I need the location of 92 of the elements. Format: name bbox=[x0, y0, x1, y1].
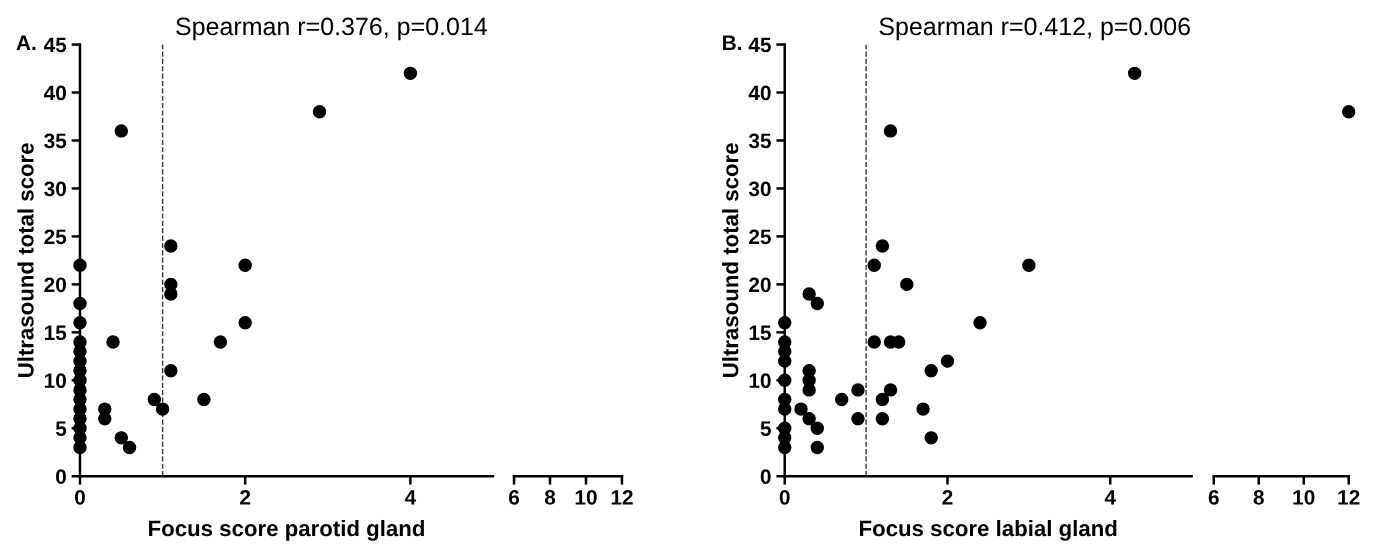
point bbox=[197, 392, 211, 407]
y-axis-title: Ultrasound total score bbox=[17, 143, 34, 377]
point bbox=[238, 316, 252, 330]
point bbox=[924, 431, 938, 445]
x-axis-title: Focus score parotid gland bbox=[149, 519, 424, 541]
point bbox=[114, 124, 129, 138]
y-axis-title: Ultrasound total score bbox=[722, 143, 739, 377]
point bbox=[778, 440, 792, 455]
x-tick-label: 12 bbox=[611, 489, 633, 505]
chart-title: A. bbox=[16, 35, 36, 50]
point bbox=[778, 402, 792, 416]
y-tick-label: 40 bbox=[748, 85, 771, 101]
point bbox=[238, 258, 252, 272]
point bbox=[1022, 258, 1036, 272]
y-tick-label: 25 bbox=[749, 229, 771, 245]
point bbox=[883, 124, 898, 138]
point bbox=[802, 287, 816, 301]
point bbox=[802, 411, 816, 426]
y-tick-label: 20 bbox=[44, 277, 66, 293]
point bbox=[867, 335, 881, 349]
y-tick-label: 5 bbox=[760, 421, 771, 437]
point bbox=[164, 364, 178, 378]
point bbox=[851, 411, 865, 426]
chart-title: B. bbox=[723, 35, 742, 50]
text: Spearman r=0.412, p=0.006 bbox=[879, 17, 1190, 41]
point bbox=[851, 383, 865, 397]
point bbox=[778, 373, 792, 388]
point bbox=[106, 335, 120, 349]
point bbox=[802, 383, 816, 397]
y-tick-label: 40 bbox=[43, 85, 66, 101]
y-tick-label: 5 bbox=[55, 421, 67, 437]
point bbox=[778, 354, 792, 368]
point bbox=[778, 316, 792, 330]
point bbox=[973, 316, 987, 330]
point bbox=[940, 354, 955, 368]
y-tick-label: 0 bbox=[760, 469, 771, 484]
point bbox=[147, 392, 162, 407]
y-tick-label: 35 bbox=[748, 133, 771, 149]
x-tick-label: 4 bbox=[404, 490, 417, 505]
x-tick-label: 0 bbox=[75, 489, 85, 505]
x-tick-label: 2 bbox=[942, 489, 953, 505]
point bbox=[794, 402, 808, 416]
x-tick-label: 4 bbox=[1104, 490, 1116, 505]
point bbox=[900, 277, 914, 292]
y-tick-label: 45 bbox=[43, 37, 67, 53]
y-tick-label: 30 bbox=[44, 181, 66, 197]
point bbox=[403, 66, 418, 81]
y-tick-label: 45 bbox=[748, 37, 771, 53]
point bbox=[122, 440, 137, 455]
point bbox=[810, 296, 824, 311]
x-tick-label: 6 bbox=[1208, 489, 1219, 505]
point bbox=[834, 392, 849, 407]
point bbox=[875, 411, 890, 426]
y-tick-label: 10 bbox=[44, 373, 66, 389]
point bbox=[98, 411, 112, 426]
x-axis-title: Focus score labial gland bbox=[860, 519, 1117, 541]
y-tick-label: 20 bbox=[749, 277, 771, 293]
y-tick-label: 15 bbox=[749, 325, 771, 341]
point bbox=[114, 431, 129, 445]
x-tick-label: 8 bbox=[544, 489, 556, 505]
point bbox=[883, 383, 898, 397]
point bbox=[155, 402, 170, 416]
point bbox=[164, 239, 178, 253]
x-tick-label: 8 bbox=[1253, 489, 1264, 505]
point bbox=[73, 440, 87, 455]
point bbox=[924, 364, 938, 378]
point bbox=[875, 239, 890, 253]
x-tick-label: 2 bbox=[240, 489, 251, 505]
x-tick-label: 12 bbox=[1338, 489, 1360, 505]
point bbox=[73, 316, 87, 330]
point bbox=[312, 105, 327, 119]
y-tick-label: 10 bbox=[749, 373, 771, 389]
point bbox=[810, 440, 824, 455]
point bbox=[73, 258, 87, 272]
x-tick-label: 10 bbox=[1293, 489, 1315, 505]
point bbox=[1127, 66, 1142, 81]
point bbox=[875, 392, 890, 407]
x-tick-label: 6 bbox=[508, 489, 520, 505]
point bbox=[867, 258, 881, 272]
point bbox=[916, 402, 930, 416]
point bbox=[810, 421, 824, 435]
y-tick-label: 15 bbox=[44, 325, 67, 341]
point bbox=[164, 287, 178, 301]
y-tick-label: 25 bbox=[44, 229, 67, 245]
point bbox=[73, 296, 87, 311]
point bbox=[213, 335, 228, 349]
y-tick-label: 35 bbox=[44, 133, 67, 149]
text: Spearman r=0.376, p=0.014 bbox=[176, 17, 487, 41]
x-tick-label: 0 bbox=[779, 489, 790, 505]
y-tick-label: 0 bbox=[56, 469, 66, 484]
x-tick-label: 10 bbox=[575, 489, 597, 505]
y-tick-label: 30 bbox=[748, 181, 771, 197]
